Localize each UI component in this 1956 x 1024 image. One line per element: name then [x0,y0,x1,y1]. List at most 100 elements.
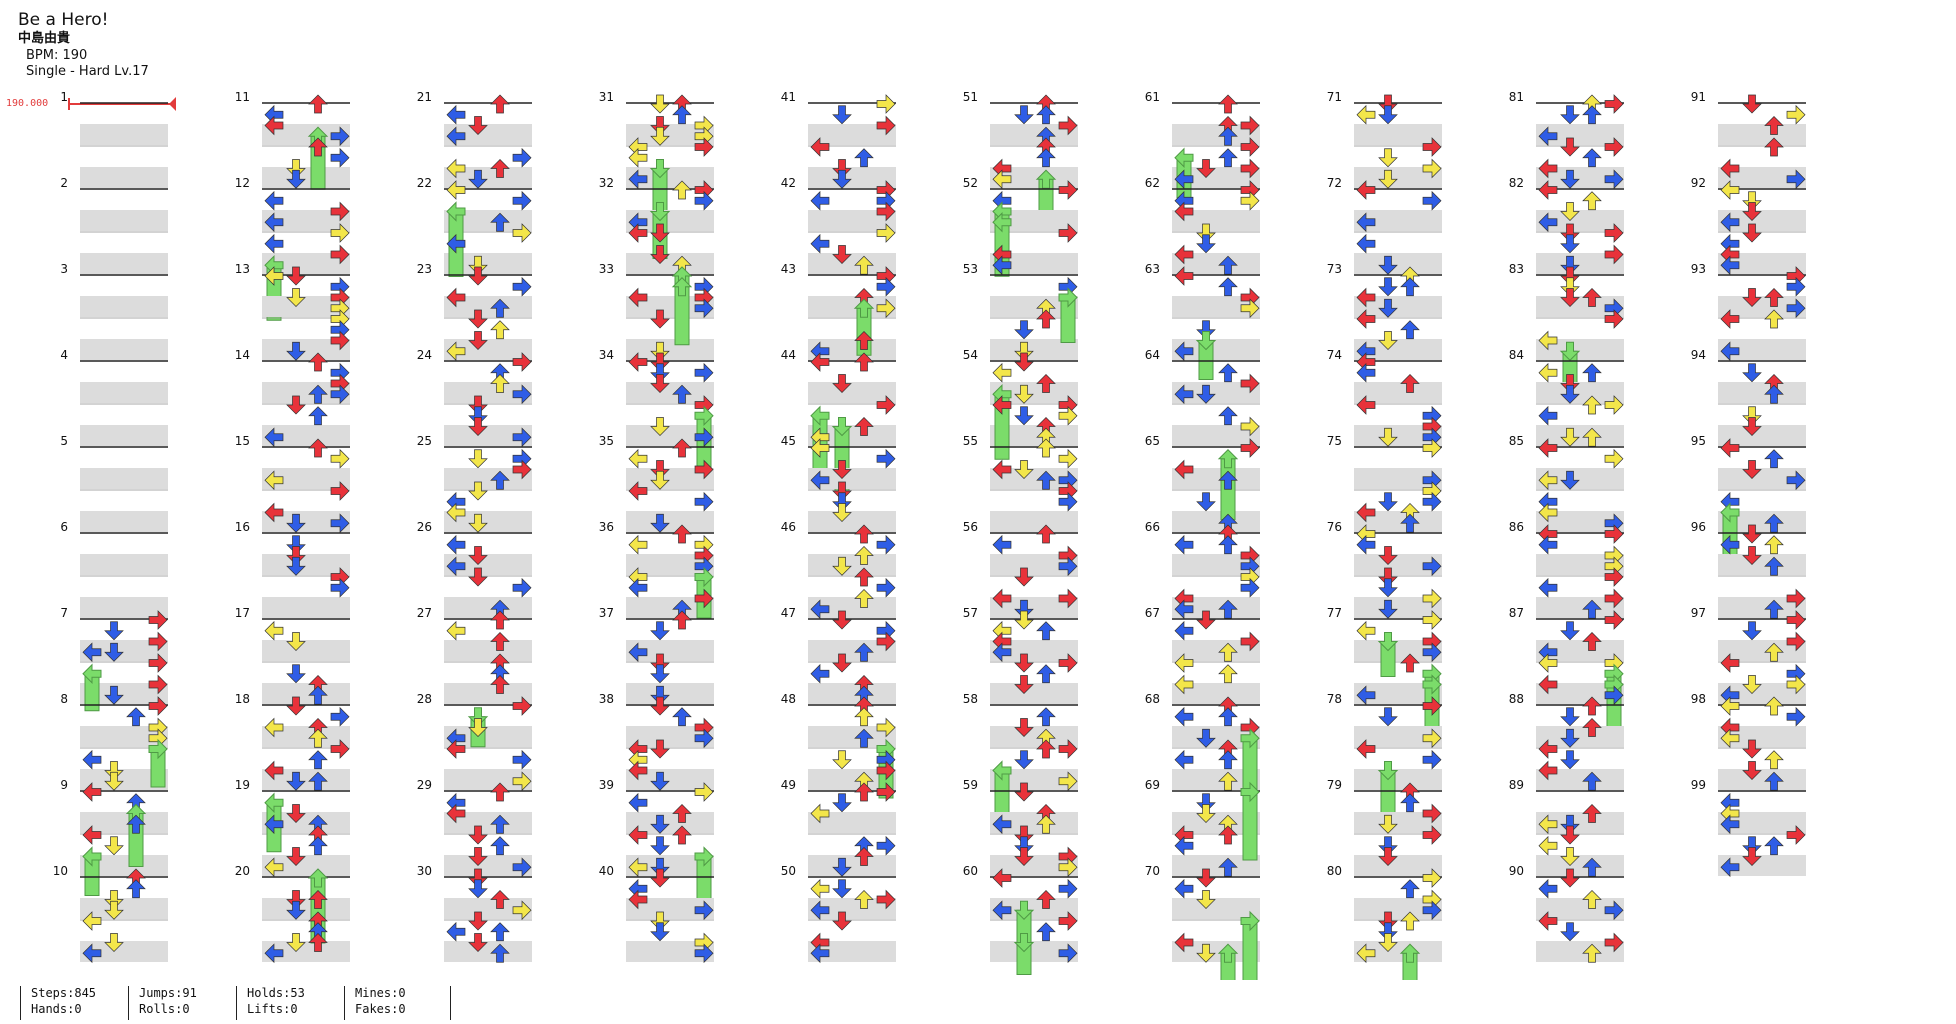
measure-8: 8 [60,692,168,791]
arrow-left [264,857,284,878]
arrow-right [512,749,532,770]
measure-band [1536,726,1624,747]
arrow-left [1538,653,1558,673]
arrow-right [512,352,532,372]
arrow-right [1422,868,1442,888]
arrow-left [810,900,830,921]
measure-number: 31 [599,90,614,104]
arrow-up [308,406,328,426]
arrow-down [832,460,852,479]
measure-73: 73 [1327,262,1442,362]
arrow-left [1174,653,1194,673]
arrow-right [876,835,896,856]
measure-number: 94 [1691,348,1706,362]
arrow-right [330,706,350,727]
arrow-up [1036,707,1056,727]
measure-band [990,855,1078,876]
arrow-up [854,782,874,802]
hold-head-down-arrow [467,707,489,727]
measure-number: 58 [963,692,978,706]
measure-band [626,855,714,876]
arrow-left [628,889,648,910]
arrow-up [308,836,328,856]
measure-band [990,769,1078,790]
arrow-up [1036,524,1056,544]
arrow-right [876,577,896,598]
arrow-right [1604,900,1624,921]
measure-band [808,941,896,962]
measure-20: 20 [235,864,350,964]
hold-head-left-arrow [992,212,1012,233]
measure-band [262,683,350,704]
arrow-left [628,223,648,243]
measure-51: 51 [963,90,1078,220]
measure-number: 86 [1509,520,1524,534]
arrow-left [1538,878,1558,899]
hold-head-right-arrow [1240,910,1260,932]
arrow-down [1560,750,1580,770]
measure-band [1536,640,1624,661]
arrow-left [1538,330,1558,351]
measure-band [444,296,532,317]
measure-number: 1 [60,90,68,104]
measure-band [1172,167,1260,188]
arrow-up [490,890,510,909]
arrow-up [854,890,874,909]
measure-35: 35 [599,434,714,533]
arrow-left [992,868,1012,888]
arrow-left [1720,212,1740,233]
arrow-down [1742,288,1762,307]
measure-band [990,124,1078,145]
arrow-down [832,492,852,512]
measure-88: 88 [1509,692,1624,791]
measure-number: 21 [417,90,432,104]
measure-number: 95 [1691,434,1706,448]
arrow-left [446,803,466,824]
arrow-left [628,825,648,845]
measure-43: 43 [781,262,896,362]
arrow-down [1014,782,1034,802]
arrow-right [1058,878,1078,899]
arrow-left [1538,470,1558,491]
measure-69: 69 [1145,778,1260,877]
arrow-up [1582,363,1602,383]
measure-band [444,683,532,704]
measure-band [990,640,1078,661]
arrow-right [1604,567,1624,587]
arrow-left [1538,739,1558,759]
arrow-down [1560,384,1580,404]
arrow-left [810,190,830,211]
measure-band [626,253,714,274]
measure-number: 19 [235,778,250,792]
arrow-up [854,148,874,168]
measure-44: 44 [781,348,896,492]
arrow-right [1240,416,1260,437]
measure-band [626,468,714,489]
arrow-left [1174,835,1194,856]
arrow-up [1036,814,1056,834]
measure-band [1354,898,1442,919]
measure-41: 41 [781,90,896,189]
arrow-down [650,94,670,114]
arrow-left [264,266,284,286]
measure-band [444,124,532,145]
arrow-down [468,933,488,952]
arrow-up [490,610,510,630]
measure-band [1536,898,1624,919]
arrow-down [286,771,306,791]
arrow-left [992,459,1012,480]
arrow-right [1240,137,1260,157]
measure-band [1718,726,1806,747]
arrow-right [694,190,714,211]
measure-band [808,210,896,231]
arrow-right [1422,728,1442,749]
arrow-down [104,642,124,662]
measure-93: 93 [1691,262,1806,362]
measure-26: 26 [417,520,532,619]
arrow-right [1240,190,1260,211]
measure-band [444,210,532,231]
arrow-up [1582,148,1602,168]
arrow-right [330,126,350,147]
stat-group-steps: Steps:845 Hands:0 [20,986,96,1020]
measure-50: 50 [781,864,896,964]
